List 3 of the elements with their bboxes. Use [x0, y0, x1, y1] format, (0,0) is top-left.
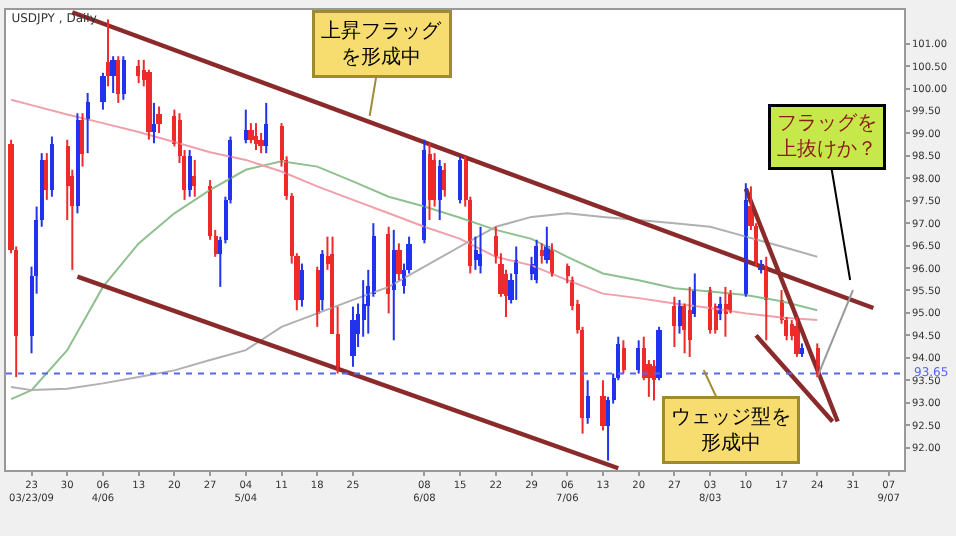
annotation: フラッグを上抜けか？: [777, 113, 877, 161]
annotation: 上昇フラッグを形成中: [321, 19, 443, 69]
annotation: ウェッジ型を形成中: [671, 405, 791, 455]
